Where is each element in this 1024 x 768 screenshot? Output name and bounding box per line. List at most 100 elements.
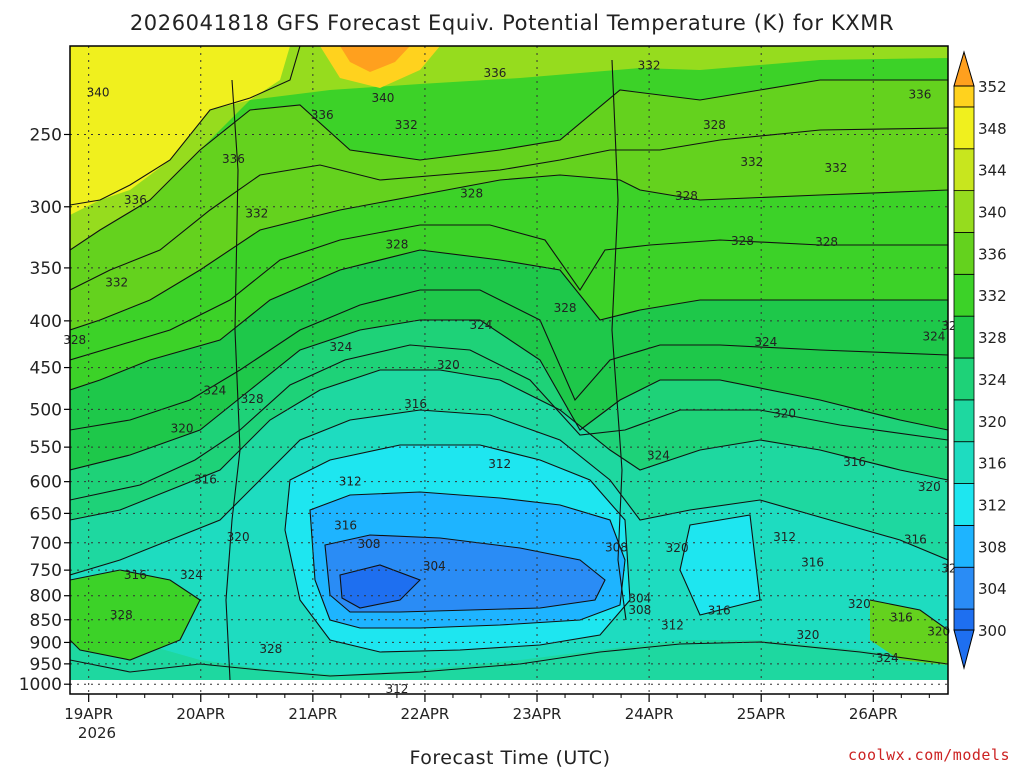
colorbar-segment-334 (953, 232, 975, 275)
contour-label-312: 312 (661, 618, 684, 632)
contour-label-308: 308 (605, 540, 628, 554)
y-tick-label: 300 (30, 198, 62, 218)
colorbar-segment-322 (953, 357, 975, 401)
x-tick-label: 26APR (849, 705, 898, 723)
y-tick-label: 950 (30, 655, 62, 675)
contour-label-316: 316 (801, 556, 824, 570)
y-tick-label: 600 (30, 473, 62, 493)
contour-label-316: 316 (904, 532, 927, 546)
contour-label-328: 328 (731, 234, 754, 248)
contour-label-332: 332 (245, 206, 268, 220)
contour-label-332: 332 (740, 155, 763, 169)
colorbar-segment-346 (953, 106, 975, 150)
y-tick-label: 900 (30, 633, 62, 653)
contour-label-340: 340 (371, 91, 394, 105)
contour-lines (70, 46, 948, 680)
ground-surface (70, 680, 948, 690)
y-tick-label: 850 (30, 611, 62, 631)
contour-label-316: 316 (843, 455, 866, 469)
contour-label-320: 320 (666, 541, 689, 555)
contour-label-324: 324 (876, 651, 899, 665)
chart-title: 2026041818 GFS Forecast Equiv. Potential… (130, 11, 894, 35)
contour-label-320: 320 (171, 422, 194, 436)
contour-label-324: 324 (203, 384, 226, 398)
contour-label-336: 336 (222, 152, 245, 166)
band-334 (70, 80, 948, 330)
contour-label-328: 328 (675, 189, 698, 203)
x-tick-label: 21APR (288, 705, 337, 723)
x-tick-label: 20APR (176, 705, 225, 723)
grid-lines (70, 46, 948, 694)
colorbar-label: 336 (978, 245, 1007, 263)
contour-label-336: 336 (311, 108, 334, 122)
contour-label-328: 328 (815, 235, 838, 249)
contour-label-320: 320 (918, 480, 941, 494)
contour-label-332: 332 (395, 118, 418, 132)
colorbar-label: 308 (978, 538, 1007, 556)
colorbar-segment-302 (953, 566, 975, 610)
contour-label-320: 320 (773, 406, 796, 420)
contour-label-320: 320 (437, 358, 460, 372)
contour-label-316: 316 (890, 610, 913, 624)
contour-label-336: 336 (909, 87, 932, 101)
x-tick-label: 24APR (625, 705, 674, 723)
x-axis-subtitle: 2026 (78, 724, 116, 742)
colorbar-segment-326 (953, 315, 975, 359)
colorbar-label: 344 (978, 162, 1007, 180)
contour-label-332: 332 (105, 275, 128, 289)
contour-label-324: 324 (180, 568, 203, 582)
contour-label-340: 340 (87, 86, 110, 100)
colorbar-label: 340 (978, 204, 1007, 222)
y-tick-label: 250 (30, 125, 62, 145)
contour-label-312: 312 (488, 457, 511, 471)
y-tick-label: 500 (30, 400, 62, 420)
colorbar-lower-arrow (953, 629, 975, 670)
colorbar-label: 316 (978, 455, 1007, 473)
y-tick-label: 1000 (19, 675, 62, 695)
contour-label-328: 328 (385, 238, 408, 252)
colorbar-label: 324 (978, 371, 1007, 389)
contour-label-304: 304 (628, 592, 651, 606)
x-axis-label: Forecast Time (UTC) (410, 747, 611, 768)
contour-label-320: 320 (927, 625, 950, 639)
y-tick-label: 450 (30, 359, 62, 379)
band-300 (340, 565, 420, 608)
contour-label-320: 320 (227, 530, 250, 544)
contour-label-336: 336 (484, 66, 507, 80)
colorbar-segment-310 (953, 483, 975, 526)
y-tick-label: 400 (30, 312, 62, 332)
y-tick-label: 700 (30, 534, 62, 554)
contour-label-324: 324 (470, 318, 493, 332)
contour-labels: 3403363363323363403323363323283323283323… (63, 58, 964, 696)
credit-link[interactable]: coolwx.com/models (848, 746, 1010, 764)
colorbar-segment-338 (953, 190, 975, 233)
colorbar: 352 348 344 340 336 332 328 324 320 316 312 308 304 3… (953, 50, 1007, 670)
colorbar-segment-350 (953, 85, 975, 108)
contour-label-328: 328 (259, 642, 282, 656)
colorbar-label: 300 (978, 622, 1007, 640)
contour-label-336: 336 (124, 193, 147, 207)
contour-label-320: 320 (848, 597, 871, 611)
colorbar-label: 328 (978, 329, 1007, 347)
colorbar-label: 352 (978, 78, 1007, 96)
y-tick-label: 650 (30, 504, 62, 524)
colorbar-segment-306 (953, 524, 975, 568)
contour-label-324: 324 (754, 335, 777, 349)
colorbar-label: 312 (978, 496, 1007, 514)
contour-label-312: 312 (339, 475, 362, 489)
contour-label-332: 332 (638, 58, 661, 72)
contour-label-316: 316 (194, 473, 217, 487)
colorbar-label: 320 (978, 413, 1007, 431)
colorbar-label: 332 (978, 287, 1007, 305)
contour-label-324: 324 (329, 340, 352, 354)
contour-label-324: 324 (647, 449, 670, 463)
x-axis: 19APR 20APR 21APR 22APR 23APR 24APR 25APR 26APR (64, 694, 930, 723)
contour-label-328: 328 (63, 333, 86, 347)
contour-label-328: 328 (460, 186, 483, 200)
colorbar-upper-arrow (953, 50, 975, 87)
colorbar-segment-314 (953, 441, 975, 484)
contour-label-316: 316 (708, 603, 731, 617)
colorbar-segment-342 (953, 148, 975, 192)
colorbar-label: 304 (978, 580, 1007, 598)
